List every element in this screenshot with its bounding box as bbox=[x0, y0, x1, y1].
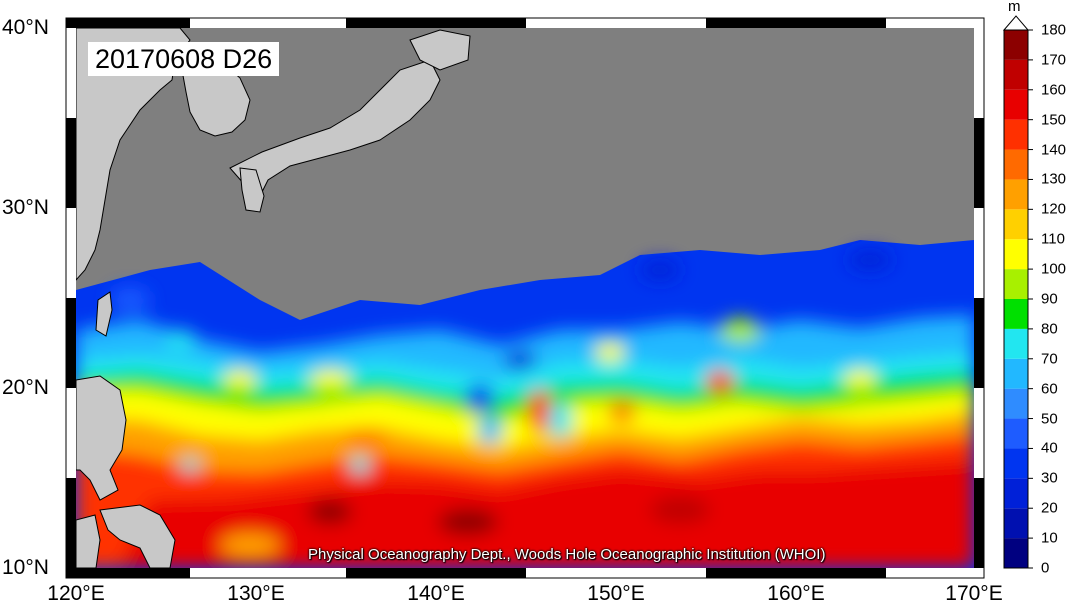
colorbar-tick-label: 80 bbox=[1041, 320, 1058, 338]
colorbar-tick-label: 70 bbox=[1041, 350, 1058, 368]
colorbar-segment bbox=[1004, 269, 1028, 299]
colorbar-tick-label: 150 bbox=[1041, 111, 1067, 129]
mindanao-west bbox=[76, 514, 101, 568]
colorbar-tick-label: 110 bbox=[1041, 230, 1065, 248]
colorbar-segment bbox=[1004, 299, 1028, 329]
lon-label-150: 150°E bbox=[587, 582, 645, 605]
philippines-south bbox=[99, 504, 176, 568]
colorbar-tick-label: 0 bbox=[1041, 559, 1050, 577]
colorbar-tick-label: 160 bbox=[1041, 81, 1067, 99]
lon-label-170: 170°E bbox=[945, 582, 1003, 605]
lon-label-140: 140°E bbox=[407, 582, 465, 605]
colorbar-tick-label: 50 bbox=[1041, 410, 1058, 428]
colorbar-extend-arrow bbox=[1002, 15, 1030, 31]
colorbar-segment bbox=[1004, 239, 1028, 270]
colorbar-tick-label: 180 bbox=[1041, 21, 1067, 39]
lat-label-20: 20°N bbox=[2, 376, 49, 399]
colorbar-tick-label: 90 bbox=[1041, 290, 1058, 308]
colorbar-tick-label: 40 bbox=[1041, 439, 1058, 457]
colorbar-segment bbox=[1004, 89, 1028, 120]
colorbar-segment bbox=[1004, 508, 1028, 539]
lon-label-120: 120°E bbox=[47, 582, 105, 605]
colorbar-segment bbox=[1004, 418, 1028, 449]
lon-label-160: 160°E bbox=[767, 582, 825, 605]
colorbar-segment bbox=[1004, 30, 1028, 60]
colorbar-tick-label: 10 bbox=[1041, 529, 1058, 547]
japan-kyushu bbox=[239, 167, 265, 213]
colorbar-segment bbox=[1004, 478, 1028, 509]
colorbar-segment bbox=[1004, 59, 1028, 90]
colorbar-tick-label: 60 bbox=[1041, 380, 1058, 398]
colorbar-segment bbox=[1004, 388, 1028, 419]
credit-text: Physical Oceanography Dept., Woods Hole … bbox=[308, 546, 826, 563]
colorbar-segment bbox=[1004, 448, 1028, 479]
lat-label-40: 40°N bbox=[2, 16, 49, 39]
colorbar-tick-label: 130 bbox=[1041, 170, 1067, 188]
colorbar-tick-label: 100 bbox=[1041, 260, 1067, 278]
taiwan bbox=[95, 291, 113, 337]
lon-label-130: 130°E bbox=[227, 582, 285, 605]
colorbar-segment bbox=[1004, 538, 1028, 568]
colorbar-tick-label: 140 bbox=[1041, 141, 1067, 159]
d26-field bbox=[76, 240, 974, 568]
colorbar-segment bbox=[1004, 119, 1028, 150]
luzon bbox=[76, 375, 127, 501]
map-area bbox=[76, 28, 974, 568]
map-title: 20170608 D26 bbox=[88, 42, 280, 76]
colorbar-segment bbox=[1004, 149, 1028, 180]
colorbar-segment bbox=[1004, 358, 1028, 389]
colorbar-unit: m bbox=[1008, 0, 1021, 15]
colorbar-segment bbox=[1004, 179, 1028, 210]
colorbar-tick-label: 120 bbox=[1041, 200, 1067, 218]
colorbar-tick-label: 20 bbox=[1041, 499, 1058, 517]
colorbar bbox=[1002, 15, 1033, 569]
colorbar-segment bbox=[1004, 209, 1028, 240]
lat-label-30: 30°N bbox=[2, 196, 49, 219]
lat-label-10: 10°N bbox=[2, 556, 49, 579]
colorbar-segment bbox=[1004, 328, 1028, 359]
land bbox=[76, 28, 471, 568]
colorbar-tick-label: 30 bbox=[1041, 469, 1058, 487]
hokkaido bbox=[409, 29, 471, 71]
colorbar-tick-label: 170 bbox=[1041, 51, 1067, 69]
